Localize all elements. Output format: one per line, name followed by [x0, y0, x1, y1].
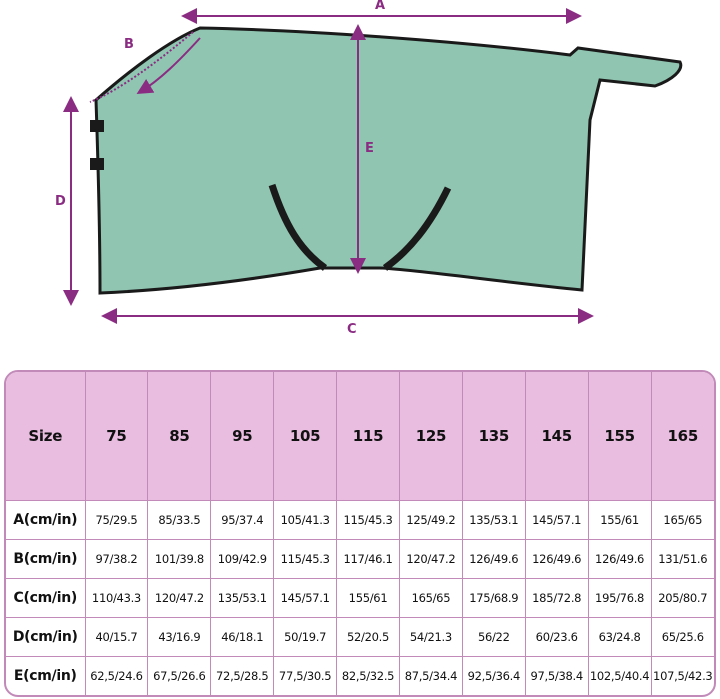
label-e: E: [365, 141, 374, 156]
table-cell: 126/49.6: [524, 538, 589, 579]
table-cell: 135/53.1: [461, 499, 526, 540]
table-cell: 115/45.3: [336, 499, 400, 540]
table-cell: 87,5/34.4: [398, 656, 463, 695]
table-cell: 155/61: [587, 499, 652, 540]
table-cell: 195/76.8: [587, 577, 652, 619]
header-cell: 145: [524, 372, 589, 501]
table-cell: 75/29.5: [84, 499, 149, 540]
rug-body: [94, 26, 683, 295]
table-cell: 109/42.9: [210, 538, 275, 579]
table-cell: 175/68.9: [461, 577, 526, 619]
table-cell: 145/57.1: [524, 499, 589, 540]
table-cell: 115/45.3: [273, 538, 338, 579]
row-label: B(cm/in): [6, 538, 86, 579]
table-cell: 52/20.5: [336, 617, 400, 658]
table-cell: 62,5/24.6: [84, 656, 149, 695]
header-cell: 85: [147, 372, 212, 501]
table-cell: 120/47.2: [147, 577, 212, 619]
table-cell: 46/18.1: [210, 617, 275, 658]
table-cell: 85/33.5: [147, 499, 212, 540]
table-cell: 50/19.7: [273, 617, 338, 658]
table-cell: 92,5/36.4: [461, 656, 526, 695]
table-row: E(cm/in) 62,5/24.6 67,5/26.6 72,5/28.5 77,5/…: [6, 656, 714, 695]
table-cell: 95/37.4: [210, 499, 275, 540]
table-cell: 126/49.6: [587, 538, 652, 579]
table-cell: 165/65: [650, 499, 714, 540]
header-row: Size 75 85 95 105 115 125 135 145 155 16…: [6, 372, 714, 501]
table-cell: 54/21.3: [398, 617, 463, 658]
table-cell: 82,5/32.5: [336, 656, 400, 695]
table-cell: 155/61: [336, 577, 400, 619]
table-cell: 60/23.6: [524, 617, 589, 658]
row-label: C(cm/in): [6, 577, 86, 619]
row-label: E(cm/in): [6, 656, 86, 695]
header-cell: 155: [587, 372, 652, 501]
chest-strap: [90, 158, 104, 170]
table-cell: 40/15.7: [84, 617, 149, 658]
size-chart: Size 75 85 95 105 115 125 135 145 155 16…: [4, 370, 716, 697]
table-cell: 145/57.1: [273, 577, 338, 619]
belly-strap: [268, 183, 452, 271]
table-cell: 165/65: [398, 577, 463, 619]
arrow-b: [89, 31, 194, 103]
table-cell: 185/72.8: [524, 577, 589, 619]
table-row: B(cm/in) 97/38.2 101/39.8 109/42.9 115/45.3 1…: [6, 538, 714, 579]
table-row: A(cm/in) 75/29.5 85/33.5 95/37.4 105/41.3 115…: [6, 499, 714, 540]
header-cell: 95: [210, 372, 275, 501]
header-cell: 105: [273, 372, 338, 501]
header-cell: 135: [461, 372, 526, 501]
rug-diagram: A B C D E: [55, 0, 683, 337]
header-cell: Size: [6, 372, 86, 501]
header-cell: 115: [336, 372, 400, 501]
row-label: D(cm/in): [6, 617, 86, 658]
table-cell: 65/25.6: [650, 617, 714, 658]
header-cell: 75: [84, 372, 149, 501]
table-cell: 97/38.2: [84, 538, 149, 579]
table-cell: 63/24.8: [587, 617, 652, 658]
table-cell: 131/51.6: [650, 538, 714, 579]
table-row: C(cm/in) 110/43.3 120/47.2 135/53.1 145/57.1…: [6, 577, 714, 619]
table-cell: 125/49.2: [398, 499, 463, 540]
label-d: D: [55, 194, 66, 209]
table-cell: 117/46.1: [336, 538, 400, 579]
table-cell: 120/47.2: [398, 538, 463, 579]
size-table: Size 75 85 95 105 115 125 135 145 155 16…: [6, 372, 714, 695]
table-cell: 126/49.6: [461, 538, 526, 579]
table-cell: 97,5/38.4: [524, 656, 589, 695]
table-cell: 205/80.7: [650, 577, 714, 619]
arrow-b: [136, 37, 201, 95]
table-cell: 105/41.3: [273, 499, 338, 540]
header-cell: 125: [398, 372, 463, 501]
chest-strap: [90, 120, 104, 132]
table-cell: 135/53.1: [210, 577, 275, 619]
table-cell: 77,5/30.5: [273, 656, 338, 695]
table-cell: 67,5/26.6: [147, 656, 212, 695]
table-cell: 101/39.8: [147, 538, 212, 579]
header-cell: 165: [650, 372, 714, 501]
table-cell: 43/16.9: [147, 617, 212, 658]
label-b: B: [124, 37, 134, 52]
table-cell: 56/22: [461, 617, 526, 658]
row-label: A(cm/in): [6, 499, 86, 540]
table-cell: 72,5/28.5: [210, 656, 275, 695]
label-a: A: [375, 0, 386, 13]
table-cell: 102,5/40.4: [587, 656, 652, 695]
table-cell: 110/43.3: [84, 577, 149, 619]
label-c: C: [347, 322, 357, 337]
table-cell: 107,5/42.3: [650, 656, 714, 695]
table-row: D(cm/in) 40/15.7 43/16.9 46/18.1 50/19.7 52/2…: [6, 617, 714, 658]
rug-illustration: [63, 8, 683, 324]
